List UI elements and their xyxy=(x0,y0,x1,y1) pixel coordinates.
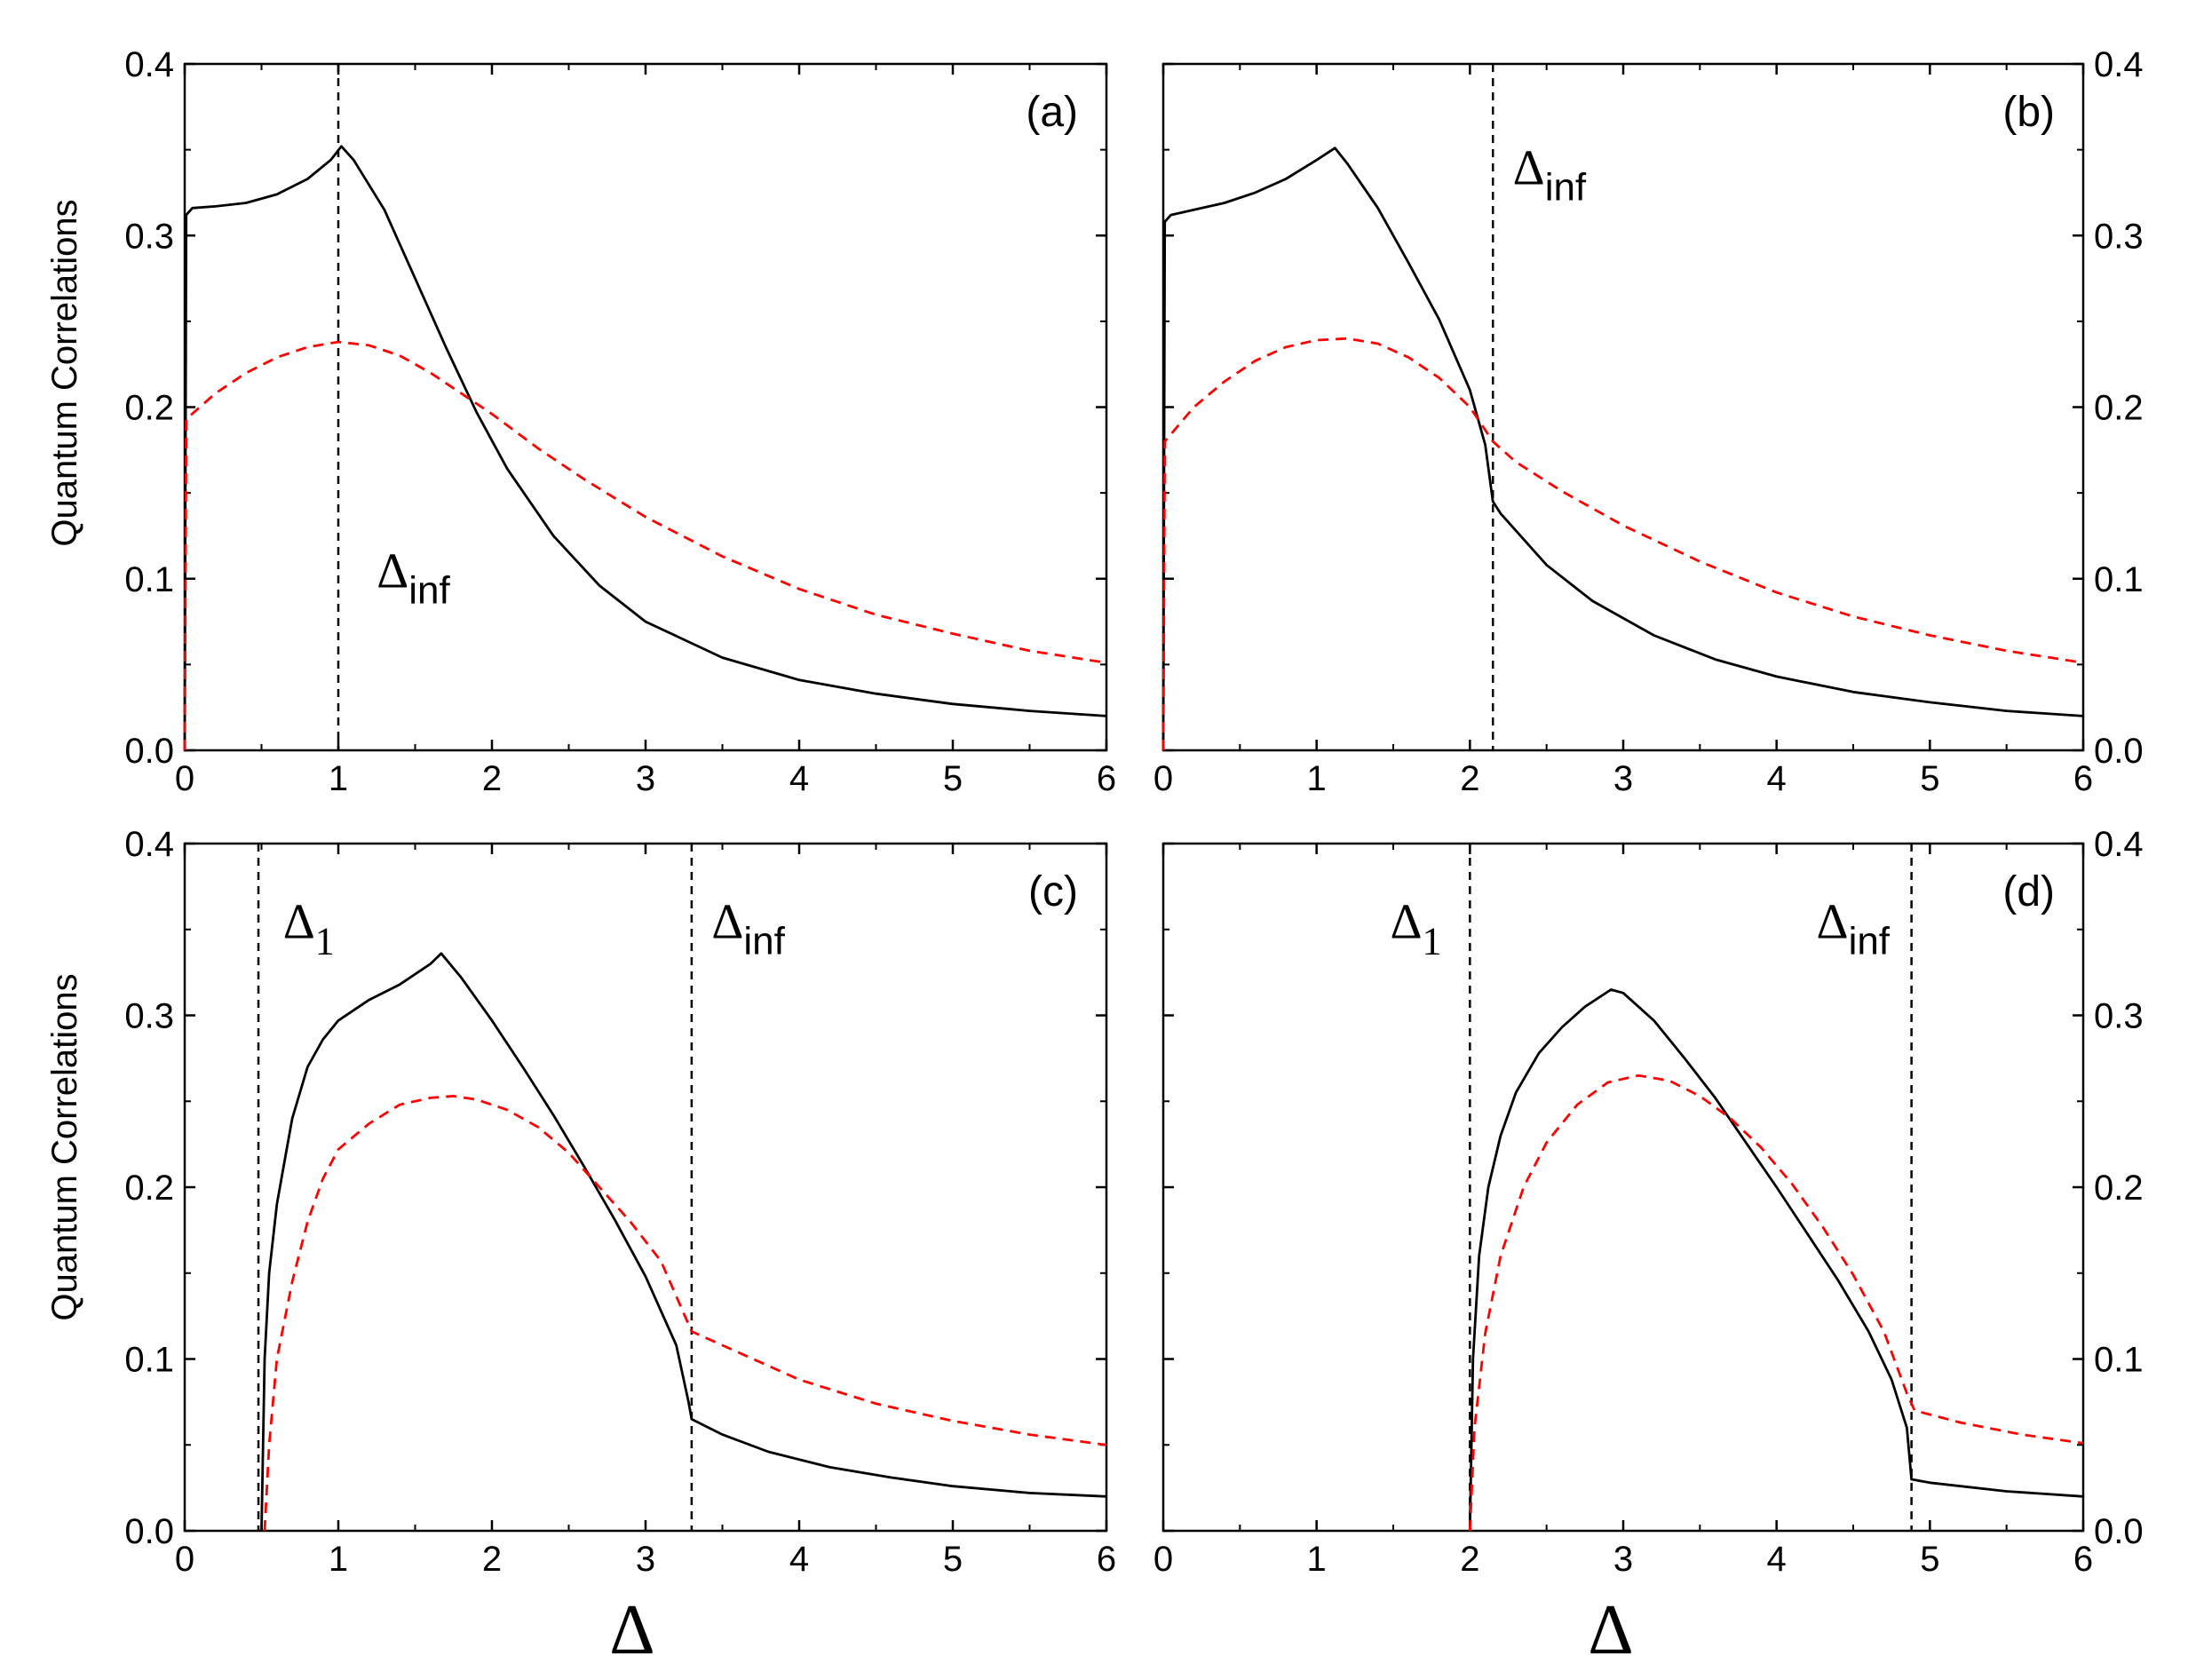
delta-symbol: Δ xyxy=(283,894,315,949)
panel-d-x-tick-label: 0 xyxy=(1153,1540,1173,1579)
panel-c-x-tick-label: 4 xyxy=(789,1540,809,1579)
panel-b-label: (b) xyxy=(2002,89,2055,136)
delta-symbol: Δ xyxy=(1391,894,1423,949)
delta-symbol: Δ xyxy=(1817,894,1849,949)
panel-b-x-tick-label: 0 xyxy=(1153,759,1173,798)
panel-d-x-tick-label: 6 xyxy=(2073,1540,2093,1579)
panel-c-x-tick-label: 0 xyxy=(175,1540,194,1579)
panel-b-x-tick-label: 1 xyxy=(1307,759,1327,798)
panel-b-x-tick-label: 3 xyxy=(1613,759,1633,798)
panel-a-y-tick-label: 0.3 xyxy=(124,217,174,256)
delta-subscript: inf xyxy=(1849,919,1891,963)
panel-d-marker-label: Δinf xyxy=(1817,894,1891,963)
panel-c-series-solid xyxy=(260,952,1107,1532)
panel-c-x-tick-label: 1 xyxy=(329,1540,348,1579)
panel-d-x-tick-label: 2 xyxy=(1460,1540,1479,1579)
panel-a-label: (a) xyxy=(1026,89,1078,136)
x-axis-label-right: Δ xyxy=(1588,1591,1633,1669)
delta-subscript: inf xyxy=(743,919,785,963)
panel-d-y-tick-label: 0.0 xyxy=(2094,1512,2144,1551)
panel-c-y-tick-label: 0.1 xyxy=(124,1341,174,1380)
panel-d-x-tick-label: 3 xyxy=(1613,1540,1633,1579)
panel-b-frame xyxy=(1161,62,2085,752)
panel-a-y-tick-label: 0.0 xyxy=(124,732,174,771)
panel-a-x-tick-label: 2 xyxy=(482,759,502,798)
panel-d-frame xyxy=(1161,842,2085,1533)
panel-a-x-tick-label: 4 xyxy=(789,759,809,798)
panel-b-marker-label: Δinf xyxy=(1513,140,1587,209)
delta-symbol: Δ xyxy=(377,543,408,598)
panel-c-y-tick-label: 0.0 xyxy=(124,1512,174,1551)
panel-b-y-tick-label: 0.0 xyxy=(2094,732,2144,771)
panel-d-series-dashed xyxy=(1468,1074,2084,1532)
panel-d-x-tick-label: 4 xyxy=(1767,1540,1787,1579)
y-axis-label-bottom: Quantum Correlations xyxy=(45,973,84,1320)
panel-a-x-tick-label: 1 xyxy=(329,759,348,798)
panel-a-x-tick-label: 6 xyxy=(1097,759,1116,798)
panel-c-x-tick-label: 6 xyxy=(1097,1540,1116,1579)
panel-b-x-tick-label: 5 xyxy=(1920,759,1939,798)
delta-subscript: 1 xyxy=(1423,919,1442,963)
panel-c-y-tick-label: 0.4 xyxy=(124,825,174,864)
panel-a-series-solid xyxy=(183,145,1107,751)
panel-d: 0 1 2 3 4 5 60.00.10.20.30.4Δ1 Δinf(d) xyxy=(1153,825,2144,1579)
panel-b: 0 1 2 3 4 5 60.0 0.1 0.2 0.3 0.4 Δinf (b) xyxy=(1153,45,2144,798)
panel-c: 0 1 2 3 4 5 60.00.10.20.30.4Δ1 Δinf(c) xyxy=(124,825,1116,1579)
panel-c-marker-label: Δinf xyxy=(711,894,785,963)
x-axis-label-left: Δ xyxy=(609,1591,654,1669)
panel-b-x-tick-label: 4 xyxy=(1767,759,1787,798)
panel-b-x-tick-label: 6 xyxy=(2073,759,2093,798)
panel-d-x-tick-label: 1 xyxy=(1307,1540,1327,1579)
panel-d-x-tick-label: 5 xyxy=(1920,1540,1939,1579)
panel-d-y-tick-label: 0.3 xyxy=(2094,997,2144,1036)
panel-c-y-tick-label: 0.2 xyxy=(124,1169,174,1208)
y-axis-label-top: Quantum Correlations xyxy=(45,199,84,546)
delta-symbol: Δ xyxy=(711,894,743,949)
delta-subscript: inf xyxy=(408,568,450,612)
panel-d-marker-label: Δ1 xyxy=(1391,894,1442,963)
panel-c-x-tick-label: 3 xyxy=(636,1540,655,1579)
panel-c-marker-label: Δ1 xyxy=(283,894,335,963)
panel-a-y-tick-label: 0.2 xyxy=(124,389,174,428)
panel-d-label: (d) xyxy=(2002,868,2055,915)
panel-b-x-tick-label: 2 xyxy=(1460,759,1479,798)
panel-c-y-tick-label: 0.3 xyxy=(124,997,174,1036)
panel-c-label: (c) xyxy=(1028,868,1078,915)
panel-b-series-dashed xyxy=(1161,337,2084,751)
panel-a: 0 1 2 3 4 5 6 0.0 0.1 0.2 0.3 0.4 Δinf (a) xyxy=(124,45,1116,798)
panel-b-y-tick-label: 0.1 xyxy=(2094,560,2144,599)
panel-d-series-solid xyxy=(1468,988,2084,1532)
panel-a-x-tick-label: 3 xyxy=(636,759,655,798)
panel-b-y-tick-label: 0.4 xyxy=(2094,45,2144,84)
panel-d-y-tick-label: 0.2 xyxy=(2094,1169,2144,1208)
panel-a-x-tick-label: 5 xyxy=(943,759,963,798)
panel-b-series-solid xyxy=(1161,147,2084,751)
panel-c-series-dashed xyxy=(263,1095,1107,1532)
panel-c-x-tick-label: 2 xyxy=(482,1540,502,1579)
panel-c-x-tick-label: 5 xyxy=(943,1540,963,1579)
delta-subscript: inf xyxy=(1545,165,1587,209)
panel-d-y-tick-label: 0.1 xyxy=(2094,1341,2144,1380)
panel-a-y-tick-label: 0.4 xyxy=(124,45,174,84)
panel-b-y-tick-label: 0.3 xyxy=(2094,217,2144,256)
panel-a-series-dashed xyxy=(183,340,1107,751)
delta-subscript: 1 xyxy=(315,919,335,963)
panel-b-y-tick-label: 0.2 xyxy=(2094,389,2144,428)
panel-d-y-tick-label: 0.4 xyxy=(2094,825,2144,864)
panel-a-marker-label: Δinf xyxy=(377,543,450,612)
panel-a-y-tick-label: 0.1 xyxy=(124,560,174,599)
delta-symbol: Δ xyxy=(1513,140,1545,195)
panel-a-x-tick-label: 0 xyxy=(175,759,194,798)
